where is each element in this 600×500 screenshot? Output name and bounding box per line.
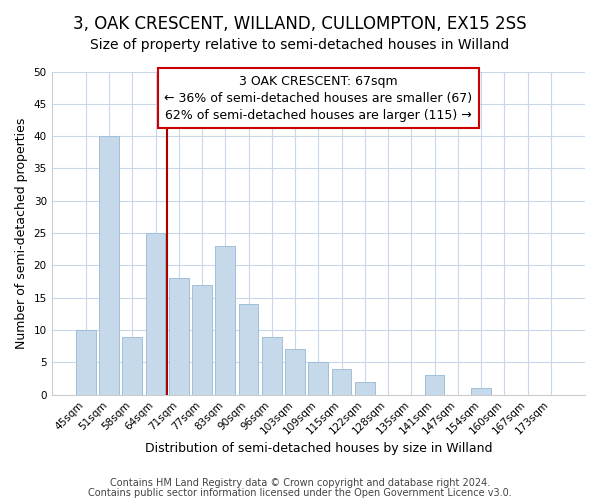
Text: Contains HM Land Registry data © Crown copyright and database right 2024.: Contains HM Land Registry data © Crown c… (110, 478, 490, 488)
Bar (239, 304, 259, 394)
Bar (471, 388, 491, 394)
Text: Size of property relative to semi-detached houses in Willand: Size of property relative to semi-detach… (91, 38, 509, 52)
Bar (308, 362, 328, 394)
Text: 3, OAK CRESCENT, WILLAND, CULLOMPTON, EX15 2SS: 3, OAK CRESCENT, WILLAND, CULLOMPTON, EX… (73, 15, 527, 33)
X-axis label: Distribution of semi-detached houses by size in Willand: Distribution of semi-detached houses by … (145, 442, 492, 455)
Bar (192, 285, 212, 395)
Y-axis label: Number of semi-detached properties: Number of semi-detached properties (15, 118, 28, 349)
Bar (262, 336, 282, 394)
Bar (332, 369, 352, 394)
Bar (355, 382, 375, 394)
Bar (425, 376, 445, 394)
Bar (122, 336, 142, 394)
Text: 3 OAK CRESCENT: 67sqm
← 36% of semi-detached houses are smaller (67)
62% of semi: 3 OAK CRESCENT: 67sqm ← 36% of semi-deta… (164, 74, 472, 122)
Text: Contains public sector information licensed under the Open Government Licence v3: Contains public sector information licen… (88, 488, 512, 498)
Bar (169, 278, 188, 394)
Bar (215, 246, 235, 394)
Bar (285, 350, 305, 395)
Bar (76, 330, 95, 394)
Bar (99, 136, 119, 394)
Bar (146, 233, 166, 394)
